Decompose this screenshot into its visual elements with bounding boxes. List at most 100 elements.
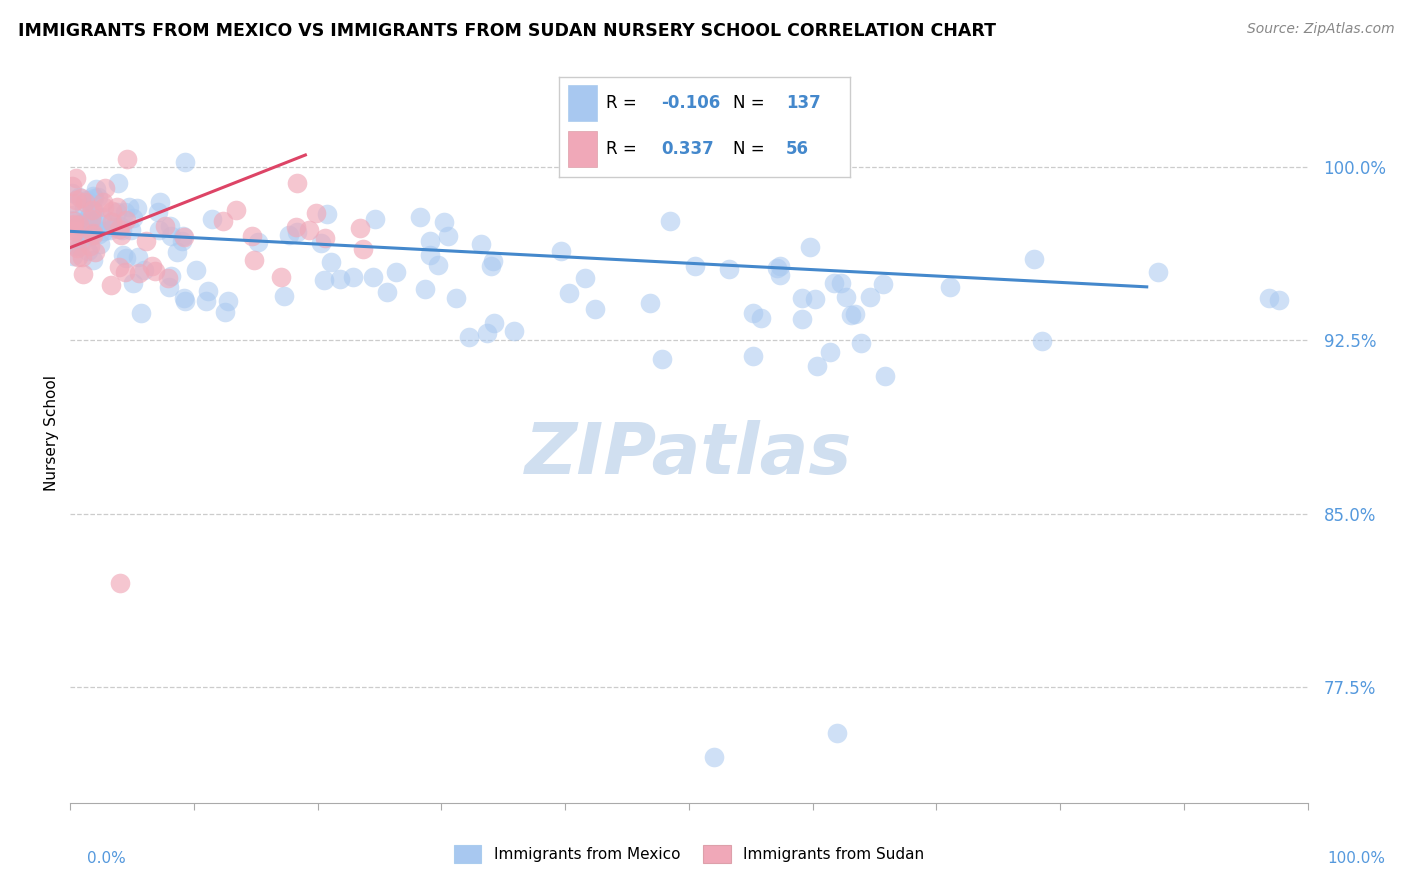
- Point: [108, 260, 131, 275]
- Point: [170, 234, 193, 248]
- Point: [830, 276, 852, 290]
- Point: [114, 265, 136, 279]
- Point: [872, 277, 894, 292]
- Point: [70, 215, 93, 229]
- Point: [156, 271, 179, 285]
- Point: [479, 259, 502, 273]
- Point: [83, 245, 105, 260]
- Point: [827, 726, 849, 740]
- Point: [93, 200, 115, 214]
- Point: [749, 310, 772, 325]
- Point: [80, 212, 103, 227]
- Point: [844, 306, 866, 320]
- Point: [243, 252, 266, 267]
- Point: [173, 230, 195, 244]
- Point: [349, 220, 371, 235]
- Point: [80, 211, 103, 225]
- Point: [309, 235, 332, 250]
- Point: [419, 248, 441, 262]
- Point: [67, 219, 90, 233]
- Point: [87, 189, 110, 203]
- Point: [153, 219, 176, 233]
- Point: [65, 193, 87, 207]
- Point: [118, 200, 141, 214]
- Point: [134, 263, 156, 277]
- Point: [60, 228, 83, 243]
- Point: [457, 330, 479, 344]
- Point: [159, 269, 181, 284]
- Point: [160, 228, 183, 243]
- Point: [143, 264, 166, 278]
- Point: [94, 180, 117, 194]
- Point: [329, 272, 352, 286]
- Point: [1022, 252, 1045, 267]
- Point: [114, 213, 136, 227]
- Point: [93, 225, 115, 239]
- Text: 0.0%: 0.0%: [87, 851, 127, 865]
- Point: [66, 218, 89, 232]
- Point: [89, 236, 111, 251]
- Point: [76, 221, 98, 235]
- Point: [550, 244, 572, 259]
- Point: [82, 189, 104, 203]
- Point: [75, 228, 97, 243]
- Point: [384, 265, 406, 279]
- Point: [128, 266, 150, 280]
- Point: [419, 235, 441, 249]
- Point: [1147, 265, 1170, 279]
- Point: [799, 240, 821, 254]
- Point: [129, 306, 152, 320]
- Point: [105, 200, 128, 214]
- Point: [273, 289, 295, 303]
- Point: [305, 206, 328, 220]
- Point: [651, 351, 673, 366]
- Point: [87, 227, 110, 241]
- Point: [101, 219, 124, 234]
- Point: [638, 295, 661, 310]
- Point: [806, 359, 828, 374]
- Point: [475, 326, 498, 341]
- Point: [73, 201, 96, 215]
- Point: [148, 195, 170, 210]
- Point: [769, 260, 792, 274]
- Point: [63, 217, 86, 231]
- Point: [135, 234, 157, 248]
- Point: [115, 251, 138, 265]
- Point: [172, 229, 194, 244]
- Text: ZIPatlas: ZIPatlas: [526, 420, 852, 490]
- Point: [60, 178, 83, 193]
- Point: [375, 285, 398, 299]
- Point: [247, 235, 270, 250]
- Point: [197, 284, 219, 298]
- Point: [470, 236, 492, 251]
- Point: [364, 212, 387, 227]
- Point: [100, 278, 122, 293]
- Point: [127, 250, 149, 264]
- Point: [60, 218, 83, 232]
- Point: [62, 213, 84, 227]
- Point: [278, 228, 301, 243]
- Legend: Immigrants from Mexico, Immigrants from Sudan: Immigrants from Mexico, Immigrants from …: [449, 839, 929, 869]
- Point: [859, 290, 882, 304]
- Point: [297, 223, 319, 237]
- Point: [361, 270, 384, 285]
- Point: [125, 201, 148, 215]
- Point: [823, 276, 845, 290]
- Point: [342, 269, 364, 284]
- Point: [66, 250, 89, 264]
- Point: [101, 215, 124, 229]
- Point: [84, 182, 107, 196]
- Point: [194, 294, 217, 309]
- Point: [77, 244, 100, 258]
- Point: [114, 205, 136, 219]
- Point: [790, 291, 813, 305]
- Point: [107, 176, 129, 190]
- Point: [685, 259, 707, 273]
- Point: [98, 223, 121, 237]
- Point: [69, 191, 91, 205]
- Point: [211, 214, 233, 228]
- Point: [65, 171, 87, 186]
- Point: [1258, 291, 1281, 305]
- Point: [93, 195, 115, 210]
- Point: [90, 210, 112, 224]
